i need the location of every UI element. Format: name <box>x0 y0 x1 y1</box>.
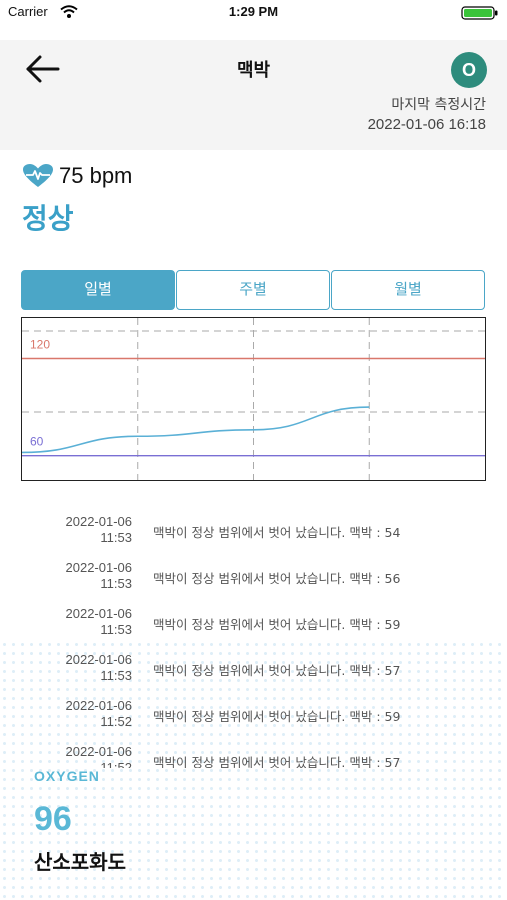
log-message: 맥박이 정상 범위에서 벗어 났습니다. 맥박 : 57 <box>153 755 401 768</box>
log-message: 맥박이 정상 범위에서 벗어 났습니다. 맥박 : 54 <box>153 525 401 540</box>
log-date: 2022-01-06 <box>65 606 133 621</box>
log-date: 2022-01-06 <box>65 514 133 529</box>
reference-line-label: 60 <box>30 435 44 449</box>
log-time: 11:53 <box>100 576 132 591</box>
list-item[interactable]: 2022-01-06 11:52 맥박이 정상 범위에서 벗어 났습니다. 맥박… <box>0 694 507 740</box>
tab-monthly[interactable]: 월별 <box>331 270 485 310</box>
series-line <box>22 406 370 454</box>
dotted-background <box>0 640 507 900</box>
log-time: 11:52 <box>100 714 132 729</box>
period-tabs: 일별 주별 월별 <box>21 270 486 310</box>
bpm-value: 75 bpm <box>59 163 133 188</box>
list-item[interactable]: 2022-01-06 11:53 맥박이 정상 범위에서 벗어 났습니다. 맥박… <box>0 602 507 648</box>
log-message: 맥박이 정상 범위에서 벗어 났습니다. 맥박 : 59 <box>153 709 401 724</box>
reference-line-label: 120 <box>30 338 50 352</box>
log-date: 2022-01-06 <box>65 560 133 575</box>
status-time: 1:29 PM <box>228 4 279 19</box>
battery-icon <box>461 5 499 24</box>
log-message: 맥박이 정상 범위에서 벗어 났습니다. 맥박 : 59 <box>153 617 401 632</box>
last-measured-label: 마지막 측정시간 <box>391 97 486 113</box>
pulse-status: 정상 <box>22 202 74 235</box>
list-item[interactable]: 2022-01-06 11:53 맥박이 정상 범위에서 벗어 났습니다. 맥박… <box>0 556 507 602</box>
tab-daily[interactable]: 일별 <box>21 270 175 310</box>
log-date: 2022-01-06 <box>65 652 133 667</box>
profile-avatar-button[interactable]: O <box>451 52 487 88</box>
wifi-icon <box>60 4 78 23</box>
log-time: 11:53 <box>100 668 132 683</box>
list-item[interactable]: 2022-01-06 11:52 맥박이 정상 범위에서 벗어 났습니다. 맥박… <box>0 740 507 768</box>
log-time: 11:53 <box>100 622 132 637</box>
heart-pulse-icon <box>22 163 54 193</box>
log-time: 11:53 <box>100 530 132 545</box>
list-item[interactable]: 2022-01-06 11:53 맥박이 정상 범위에서 벗어 났습니다. 맥박… <box>0 510 507 556</box>
oxygen-value: 96 <box>34 800 72 838</box>
tab-weekly[interactable]: 주별 <box>176 270 330 310</box>
log-time: 11:52 <box>100 760 132 768</box>
oxygen-label: OXYGEN <box>34 768 100 784</box>
log-date: 2022-01-06 <box>65 698 133 713</box>
alert-log-list[interactable]: 2022-01-06 11:53 맥박이 정상 범위에서 벗어 났습니다. 맥박… <box>0 510 507 768</box>
log-message: 맥박이 정상 범위에서 벗어 났습니다. 맥박 : 57 <box>153 663 401 678</box>
status-bar: Carrier 1:29 PM <box>0 0 507 24</box>
pulse-chart: 120 60 <box>21 317 486 481</box>
list-item[interactable]: 2022-01-06 11:53 맥박이 정상 범위에서 벗어 났습니다. 맥박… <box>0 648 507 694</box>
oxygen-title: 산소포화도 <box>34 850 126 874</box>
back-button[interactable] <box>24 52 64 86</box>
page-title: 맥박 <box>236 60 271 81</box>
carrier-label: Carrier <box>8 4 48 19</box>
last-measured-time: 2022-01-06 16:18 <box>367 116 486 133</box>
back-arrow-icon <box>26 55 60 83</box>
log-date: 2022-01-06 <box>65 744 133 759</box>
pulse-chart-svg: 120 60 <box>22 318 485 480</box>
log-message: 맥박이 정상 범위에서 벗어 났습니다. 맥박 : 56 <box>153 571 401 586</box>
header <box>0 40 507 150</box>
